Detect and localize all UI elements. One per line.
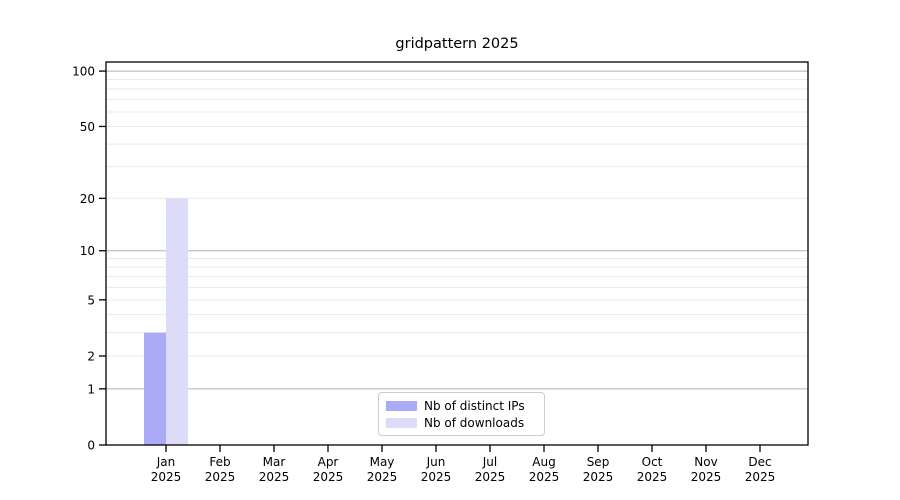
x-tick-label: Jul 2025 <box>475 455 506 484</box>
legend-item-distinct-ips: Nb of distinct IPs <box>386 398 536 413</box>
plot-frame <box>105 61 809 446</box>
legend-item-downloads: Nb of downloads <box>386 415 536 430</box>
bar-nb-of-downloads-jan-2025 <box>166 198 188 445</box>
x-tick-label: Nov 2025 <box>691 455 722 484</box>
y-tick-label: 5 <box>87 293 95 307</box>
x-tick-label: Mar 2025 <box>259 455 290 484</box>
y-tick-label: 0 <box>87 439 95 453</box>
y-tick-label: 1 <box>87 382 95 396</box>
y-tick-label: 2 <box>87 349 95 363</box>
legend-swatch-downloads-icon <box>386 417 417 428</box>
x-tick-label: Sep 2025 <box>583 455 614 484</box>
y-tick-label: 10 <box>80 244 95 258</box>
x-tick-label: May 2025 <box>367 455 398 484</box>
x-tick-label: Jan 2025 <box>151 455 182 484</box>
legend: Nb of distinct IPs Nb of downloads <box>378 392 545 436</box>
x-tick-label: Apr 2025 <box>313 455 344 484</box>
legend-label-distinct-ips: Nb of distinct IPs <box>424 398 525 413</box>
y-tick-label: 50 <box>80 120 95 134</box>
bar-nb-of-distinct-ips-jan-2025 <box>144 332 166 445</box>
y-tick-label: 20 <box>80 192 95 206</box>
legend-swatch-distinct-ips-icon <box>386 400 417 411</box>
x-tick-label: Jun 2025 <box>421 455 452 484</box>
x-tick-label: Oct 2025 <box>637 455 668 484</box>
chart-title: gridpattern 2025 <box>395 36 519 52</box>
legend-label-downloads: Nb of downloads <box>424 415 525 430</box>
x-tick-label: Dec 2025 <box>745 455 776 484</box>
x-tick-label: Feb 2025 <box>205 455 236 484</box>
x-tick-label: Aug 2025 <box>529 455 560 484</box>
y-tick-label: 100 <box>72 65 95 79</box>
